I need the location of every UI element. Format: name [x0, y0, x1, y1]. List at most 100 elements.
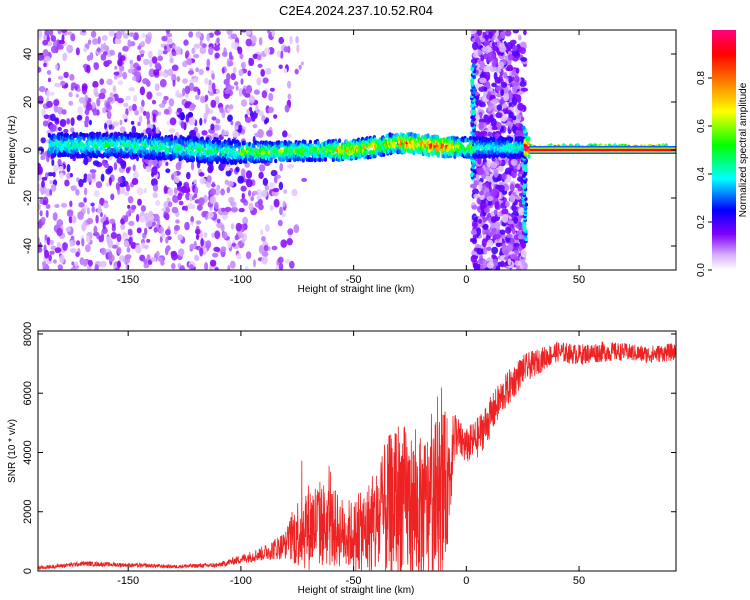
spectrogram-cell — [70, 185, 77, 192]
spectrogram-cell — [214, 201, 219, 210]
spectrogram-cell — [62, 52, 68, 62]
spectrogram-cell — [184, 221, 190, 231]
spectrogram-cell — [240, 168, 246, 177]
spectrogram-cell — [79, 131, 83, 137]
spectrogram-cell — [127, 39, 132, 48]
spectrogram-cell — [51, 158, 55, 167]
spectrogram-cell — [216, 221, 223, 229]
spectrogram-cell — [497, 51, 502, 56]
spectrogram-cell — [53, 164, 59, 173]
spectrogram-cell — [130, 242, 137, 249]
spectrogram-cell — [266, 129, 273, 137]
spectrogram-cell — [501, 136, 505, 142]
spectrogram-cell — [238, 207, 245, 213]
spectrogram-cell — [216, 218, 221, 224]
spectrogram-cell — [227, 265, 231, 270]
spectrogram-cell — [54, 82, 61, 88]
spectrogram-cell — [215, 118, 221, 124]
spectrogram-cell — [209, 108, 214, 115]
spectrogram-cell — [214, 266, 219, 270]
spectrogram-cell — [191, 146, 195, 152]
spectrogram-cell — [117, 246, 122, 255]
spectrogram-cell — [58, 39, 65, 45]
spectrogram-cell — [497, 165, 504, 172]
spectrogram-cell — [245, 38, 252, 47]
spectrogram-cell — [78, 202, 85, 208]
spectrogram-cell — [245, 170, 253, 179]
x-tick-label: -100 — [230, 274, 252, 286]
spectrogram-cell — [211, 73, 215, 80]
spectrogram-cell — [81, 222, 87, 231]
spectrogram-cell — [226, 186, 231, 194]
spectrogram-cell — [92, 38, 99, 45]
spectrogram-cell — [214, 52, 220, 59]
spectrogram-cell — [382, 152, 386, 157]
spectrogram-cell — [168, 141, 172, 147]
spectrogram-cell — [215, 88, 220, 94]
spectrogram-cell — [86, 207, 90, 215]
spectrogram-cell — [102, 107, 107, 114]
spectrogram-cell — [165, 206, 170, 214]
spectrogram-cell — [75, 93, 80, 98]
spectrogram-cell — [493, 233, 501, 240]
spectrogram-cell — [398, 149, 402, 154]
spectrogram-cell — [231, 201, 237, 208]
spectrogram-cell — [491, 254, 497, 259]
spectrogram-cell — [150, 178, 158, 187]
spectrogram-cell — [83, 120, 90, 125]
spectrogram-cell — [61, 30, 68, 33]
spectrogram-cell — [193, 179, 198, 185]
spectrogram-cell — [287, 228, 294, 236]
x-tick-label: 50 — [573, 575, 585, 587]
spectrogram-cell — [220, 224, 225, 232]
spectrogram-cell — [478, 121, 485, 131]
spectrogram-cell — [171, 51, 177, 57]
spectrogram-cell — [281, 213, 286, 218]
spectrogram-cell — [227, 239, 232, 249]
colorbar-ticks: 0.00.20.40.60.8 — [696, 71, 712, 277]
spectrogram-cell — [238, 69, 244, 77]
spectrogram-cell — [125, 167, 130, 174]
spectrogram-cell — [503, 92, 510, 98]
spectrogram-cell — [255, 147, 259, 153]
spectrogram-cell — [68, 91, 73, 98]
spectrogram-cell — [88, 119, 92, 126]
spectrogram-cell — [226, 30, 233, 36]
spectrogram-cell — [95, 181, 103, 189]
spectrogram-cell — [504, 30, 512, 37]
spectrogram-cell — [103, 220, 110, 225]
spectrogram-cell — [86, 173, 92, 183]
spectrogram-cell — [507, 258, 512, 266]
spectrogram-cell — [475, 135, 479, 141]
spectrogram-cell — [475, 172, 480, 182]
spectrogram-cell — [301, 158, 305, 163]
spectrogram-cell — [190, 216, 194, 223]
spectrogram-cell — [308, 139, 312, 145]
spectrogram-cell — [154, 200, 161, 206]
spectrogram-cell — [491, 41, 496, 48]
spectrogram-cell — [103, 202, 109, 209]
spectrogram-cell — [157, 257, 163, 262]
spectrogram-cell — [142, 78, 150, 85]
spectrogram-cell — [74, 261, 79, 267]
spectrogram-cell — [273, 175, 278, 184]
spectrogram-cell — [267, 30, 271, 34]
x-tick-label: 50 — [573, 274, 585, 286]
spectrogram-cell — [38, 86, 46, 93]
spectrogram-cell — [237, 46, 243, 55]
spectrogram-cell — [506, 233, 513, 239]
spectrogram-cell — [265, 67, 272, 75]
spectrogram-cell — [74, 85, 79, 91]
spectrogram-cell — [167, 137, 171, 142]
spectrogram-cell — [206, 33, 210, 42]
spectrogram-cell — [56, 219, 64, 227]
spectrogram-cell — [278, 36, 285, 45]
spectrogram-cell — [63, 128, 69, 134]
spectrogram-cell — [85, 103, 93, 111]
spectrogram-cell — [59, 254, 65, 264]
spectrogram-cell — [471, 63, 476, 68]
spectrogram-cell — [192, 156, 196, 162]
spectrogram-cell — [99, 260, 107, 268]
spectrogram-cell — [277, 140, 281, 145]
